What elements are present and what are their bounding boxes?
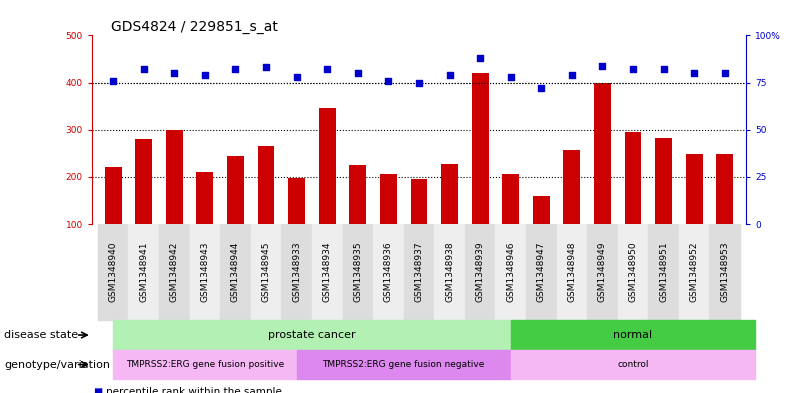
Point [137,66,150,72]
Bar [563,150,580,224]
Point [351,70,364,76]
Text: ■: ■ [93,387,103,393]
Text: GSM1348943: GSM1348943 [200,242,209,302]
Point [290,74,303,80]
Point [626,66,639,72]
Text: genotype/variation: genotype/variation [4,360,110,369]
Text: GSM1348934: GSM1348934 [322,242,332,302]
Point [504,74,517,80]
Bar [441,164,458,224]
Point [474,55,487,61]
Text: GSM1348946: GSM1348946 [506,242,516,302]
Bar [410,179,428,224]
Text: prostate cancer: prostate cancer [268,330,356,340]
Point [596,62,609,69]
Point [107,77,120,84]
Bar [319,108,336,224]
Text: GSM1348940: GSM1348940 [109,242,117,302]
Point [535,85,547,91]
Bar [717,154,733,224]
Text: GSM1348935: GSM1348935 [354,242,362,303]
Text: TMPRSS2:ERG gene fusion negative: TMPRSS2:ERG gene fusion negative [322,360,485,369]
Text: GSM1348933: GSM1348933 [292,242,301,303]
Point [566,72,579,78]
Point [688,70,701,76]
Text: GSM1348948: GSM1348948 [567,242,576,302]
Bar [288,178,305,224]
Bar [685,154,702,224]
Text: GSM1348936: GSM1348936 [384,242,393,303]
Bar [655,138,672,224]
Bar [136,139,152,224]
Text: GSM1348953: GSM1348953 [721,242,729,303]
Bar [502,174,519,224]
Bar [380,174,397,224]
Point [259,64,272,71]
Point [718,70,731,76]
Text: GSM1348944: GSM1348944 [231,242,240,302]
Bar [196,172,213,224]
Bar [472,73,488,224]
Text: GSM1348942: GSM1348942 [170,242,179,302]
Bar [625,132,642,224]
Point [443,72,456,78]
Point [413,79,425,86]
Text: GSM1348947: GSM1348947 [537,242,546,302]
Text: GSM1348939: GSM1348939 [476,242,484,303]
Text: GSM1348952: GSM1348952 [689,242,698,302]
Text: GSM1348945: GSM1348945 [262,242,271,302]
Bar [105,167,121,224]
Bar [594,83,610,224]
Text: control: control [617,360,649,369]
Point [229,66,242,72]
Text: GSM1348949: GSM1348949 [598,242,607,302]
Text: normal: normal [614,330,653,340]
Point [321,66,334,72]
Bar [227,156,244,224]
Point [199,72,211,78]
Text: GSM1348951: GSM1348951 [659,242,668,303]
Text: TMPRSS2:ERG gene fusion positive: TMPRSS2:ERG gene fusion positive [126,360,284,369]
Text: GDS4824 / 229851_s_at: GDS4824 / 229851_s_at [112,20,279,34]
Text: GSM1348941: GSM1348941 [140,242,148,302]
Text: GSM1348938: GSM1348938 [445,242,454,303]
Text: disease state: disease state [4,330,78,340]
Bar [533,196,550,224]
Bar [166,130,183,224]
Bar [350,165,366,224]
Point [168,70,180,76]
Point [382,77,395,84]
Text: GSM1348937: GSM1348937 [414,242,424,303]
Bar [258,146,275,224]
Point [658,66,670,72]
Text: GSM1348950: GSM1348950 [629,242,638,303]
Text: percentile rank within the sample: percentile rank within the sample [106,387,282,393]
